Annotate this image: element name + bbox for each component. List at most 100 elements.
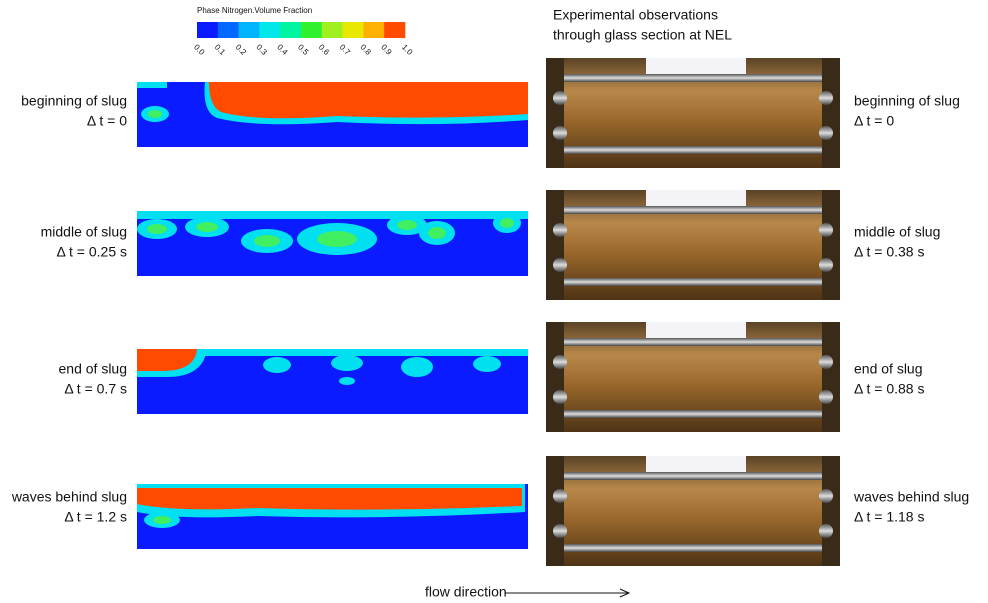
photo-flange — [822, 58, 840, 168]
photo-bolt — [553, 91, 567, 105]
photo — [546, 190, 840, 300]
photo-bar — [546, 544, 840, 552]
simulation-label: waves behind slug — [11, 489, 127, 505]
colorbar-segment — [197, 22, 218, 38]
photo-flange — [546, 58, 564, 168]
cfd-region — [397, 220, 417, 230]
colorbar-label: 1.0 — [400, 43, 415, 58]
photo — [546, 58, 840, 168]
colorbar-label: 0.1 — [213, 43, 228, 58]
photo-flange — [546, 322, 564, 432]
experiment-label: middle of slug — [854, 224, 940, 240]
photo-bolt — [819, 91, 833, 105]
colorbar-segment — [363, 22, 384, 38]
photo-sign — [646, 58, 746, 74]
colorbar-label: 0.5 — [296, 43, 311, 58]
simulation-label: beginning of slug — [21, 93, 127, 109]
cfd-image — [137, 349, 528, 414]
cfd-image — [137, 484, 528, 549]
photo-bar — [546, 410, 840, 418]
photo-flange — [822, 456, 840, 566]
photo-bolt — [553, 489, 567, 503]
photo-bolt — [819, 489, 833, 503]
photo-flange — [822, 322, 840, 432]
colorbar-label: 0.9 — [379, 43, 394, 58]
photo-bolt — [553, 355, 567, 369]
cfd-region — [147, 224, 167, 234]
simulation-label: Δ t = 1.2 s — [64, 509, 127, 525]
photo-bar — [546, 206, 840, 214]
photo — [546, 456, 840, 566]
cfd-region — [148, 110, 162, 118]
colorbar-segment — [259, 22, 280, 38]
simulation-label: Δ t = 0.7 s — [64, 381, 127, 397]
photo-bar — [546, 278, 840, 286]
cfd-region — [263, 357, 291, 373]
photo-bolt — [819, 223, 833, 237]
photo-bar — [546, 74, 840, 82]
simulation-label: Δ t = 0.25 s — [57, 244, 127, 260]
simulation-label: end of slug — [59, 361, 128, 377]
experiment-label: Δ t = 0.38 s — [854, 244, 924, 260]
colorbar-segment — [384, 22, 405, 38]
cfd-image — [137, 82, 528, 147]
photo-bolt — [553, 258, 567, 272]
photo-bolt — [819, 390, 833, 404]
colorbar-label: 0.3 — [254, 43, 269, 58]
experiment-label: Δ t = 1.18 s — [854, 509, 924, 525]
experiment-label: Δ t = 0 — [854, 113, 894, 129]
simulation-label: middle of slug — [41, 224, 127, 240]
experiment-label: beginning of slug — [854, 93, 960, 109]
photo-sign — [646, 322, 746, 338]
figure: Phase Nitrogen.Volume Fraction 0.0 0.1 0.2… — [0, 0, 988, 603]
colorbar-label: 0.6 — [317, 43, 332, 58]
photo-flange — [546, 190, 564, 300]
heading: through glass section at NEL — [553, 27, 732, 43]
colorbar-segment — [343, 22, 364, 38]
colorbar-segment — [239, 22, 260, 38]
cfd-region — [137, 488, 522, 510]
photo-bolt — [553, 223, 567, 237]
photo — [546, 322, 840, 432]
photo-bolt — [819, 355, 833, 369]
cfd-region — [196, 222, 218, 232]
colorbar-segment — [301, 22, 322, 38]
photo-flange — [822, 190, 840, 300]
cfd-region — [153, 516, 171, 524]
colorbar-label: 0.2 — [234, 43, 249, 58]
colorbar-label: 0.0 — [192, 43, 207, 58]
experiment-label: end of slug — [854, 361, 923, 377]
photo-bolt — [819, 126, 833, 140]
simulation-label: Δ t = 0 — [87, 113, 127, 129]
photo-bar — [546, 472, 840, 480]
cfd-region — [339, 377, 355, 385]
photo-bar — [546, 146, 840, 154]
photo-bar — [546, 338, 840, 346]
cfd-region — [137, 211, 528, 219]
cfd-region — [473, 356, 501, 372]
photo-bolt — [819, 258, 833, 272]
photo-flange — [546, 456, 564, 566]
colorbar-segment — [322, 22, 343, 38]
photo-bolt — [553, 390, 567, 404]
colorbar-label: 0.8 — [358, 43, 373, 58]
colorbar-label: 0.7 — [338, 43, 353, 58]
experiment-label: waves behind slug — [853, 489, 969, 505]
cfd-region — [401, 357, 433, 377]
cfd-region — [137, 82, 167, 88]
photo-sign — [646, 190, 746, 206]
experiment-label: Δ t = 0.88 s — [854, 381, 924, 397]
cfd-region — [331, 355, 363, 371]
photo-bolt — [819, 524, 833, 538]
colorbar-segment — [218, 22, 239, 38]
cfd-region — [428, 227, 446, 239]
colorbar-segment — [280, 22, 301, 38]
photo-sign — [646, 456, 746, 472]
photo-bolt — [553, 524, 567, 538]
colorbar-title: Phase Nitrogen.Volume Fraction — [197, 6, 312, 15]
cfd-region — [500, 218, 514, 228]
footer: flow direction — [425, 584, 507, 600]
cfd-region — [254, 235, 280, 247]
heading: Experimental observations — [553, 7, 718, 23]
